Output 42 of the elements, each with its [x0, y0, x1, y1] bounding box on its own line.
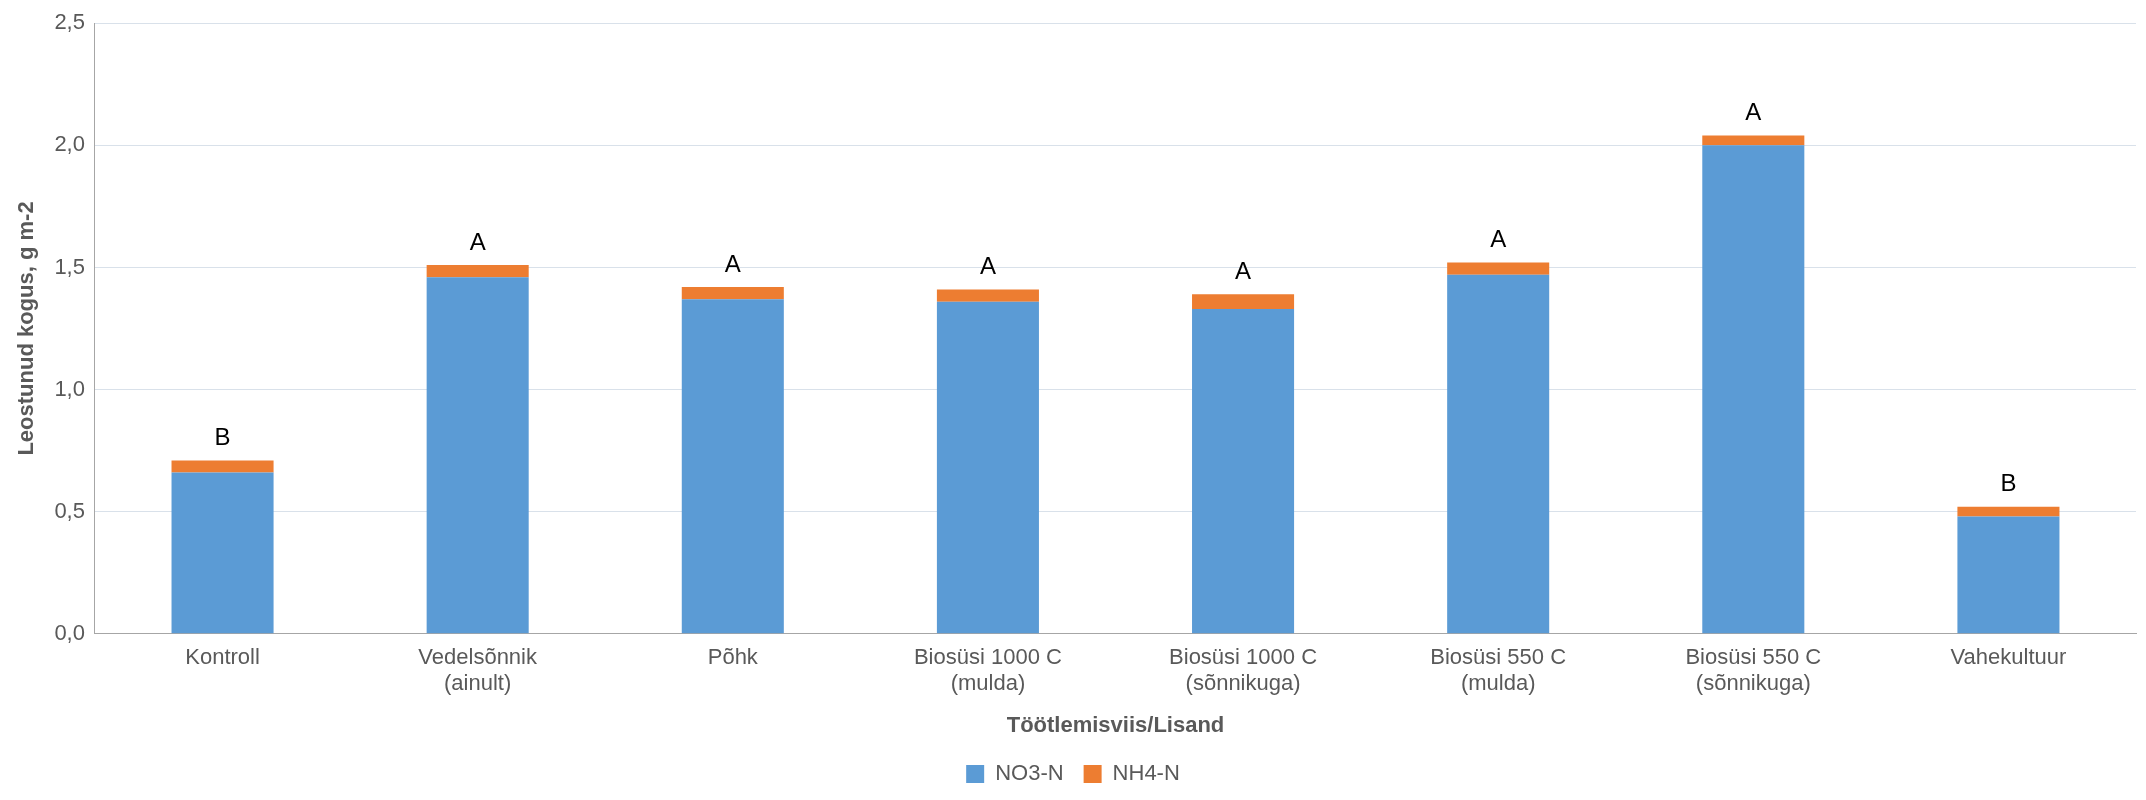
- bar: [171, 472, 274, 634]
- y-tick-label: 0,0: [54, 619, 85, 645]
- bar: [681, 286, 784, 300]
- annotation: A: [1490, 225, 1507, 253]
- y-axis-title: Leostunud kogus, g m-2: [13, 201, 39, 456]
- bar: [936, 301, 1039, 634]
- bar: [426, 277, 529, 634]
- bar: [1192, 308, 1295, 634]
- x-tick-label: Biosüsi 1000 C (mulda): [913, 644, 1063, 696]
- bar: [936, 289, 1039, 302]
- annotation: B: [214, 423, 231, 451]
- y-tick-label: 0,5: [54, 497, 85, 523]
- annotation: A: [1745, 98, 1762, 126]
- y-tick-label: 2,5: [54, 9, 85, 35]
- bar: [171, 460, 274, 473]
- annotation: A: [469, 227, 486, 255]
- bar: [1192, 294, 1295, 309]
- annotation: B: [2000, 469, 2017, 497]
- x-tick-label: Põhk: [707, 644, 759, 670]
- x-axis-title: Töötlemisviis/Lisand: [1006, 711, 1225, 737]
- annotation: A: [979, 252, 996, 280]
- bar: [681, 299, 784, 634]
- bar: [1447, 262, 1550, 275]
- annotation: A: [1235, 256, 1252, 284]
- x-tick-label: Kontroll: [185, 644, 260, 670]
- x-tick-label: Biosüsi 1000 C (sõnnikuga): [1169, 644, 1318, 696]
- bar: [1702, 145, 1805, 634]
- bar: [1702, 135, 1805, 146]
- legend-label: NO3-N: [995, 760, 1064, 786]
- bar: [1447, 274, 1550, 634]
- x-tick-label: Biosüsi 550 C (sõnnikuga): [1685, 644, 1822, 696]
- bar: [426, 265, 529, 278]
- x-tick-label: Vahekultuur: [1950, 644, 2067, 670]
- annotation: A: [724, 249, 741, 277]
- bar: [1957, 506, 2060, 517]
- x-tick-label: Biosüsi 550 C (mulda): [1430, 644, 1567, 696]
- legend-label: NH4-N: [1112, 760, 1180, 786]
- y-tick-label: 2,0: [54, 131, 85, 157]
- y-tick-label: 1,0: [54, 375, 85, 401]
- bar: [1957, 516, 2060, 634]
- y-tick-label: 1,5: [54, 253, 85, 279]
- x-tick-label: Vedelsõnnik (ainult): [418, 644, 538, 696]
